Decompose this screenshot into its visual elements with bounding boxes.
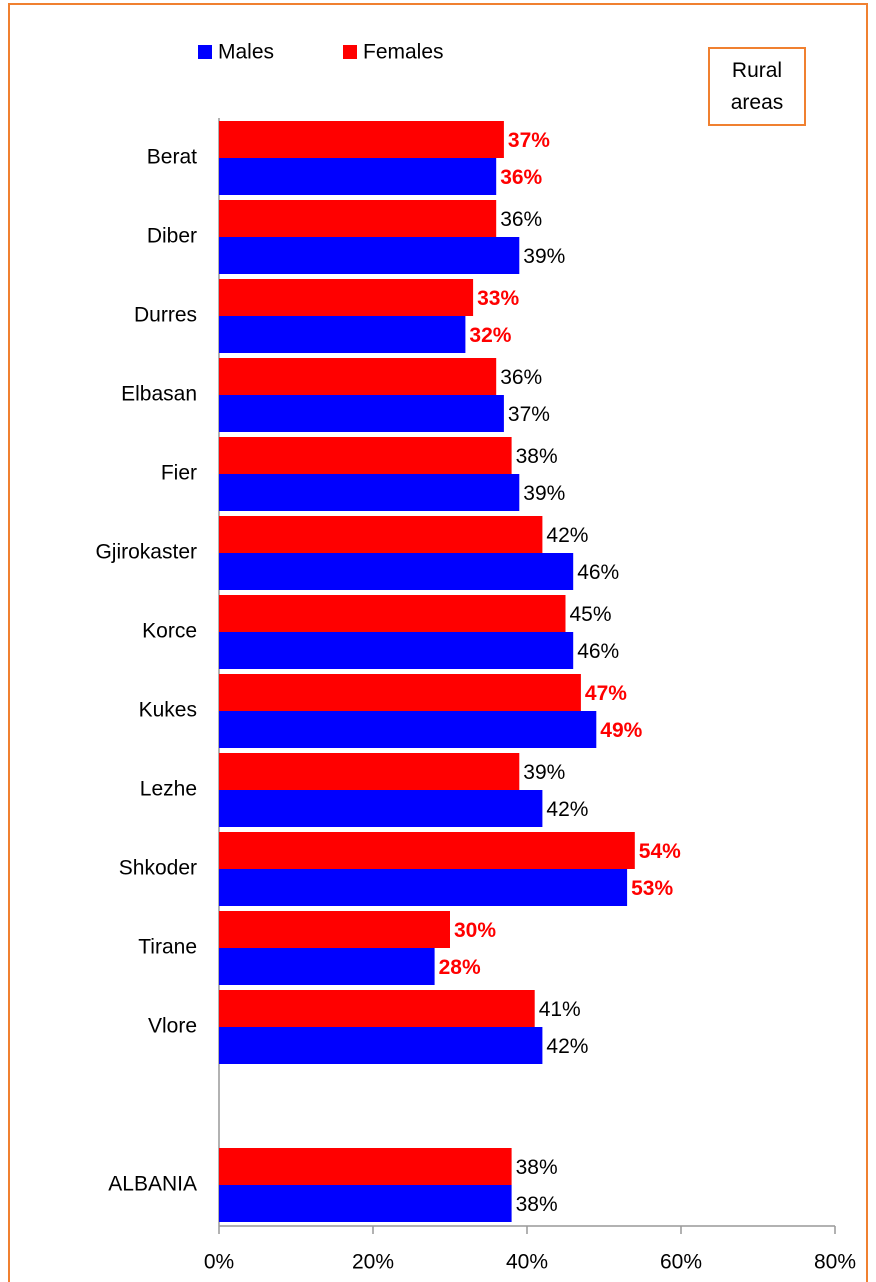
value-label: 36% xyxy=(500,166,542,189)
y-tick-label: ALBANIA xyxy=(108,1173,197,1196)
value-label: 38% xyxy=(516,445,558,468)
value-label: 42% xyxy=(546,1035,588,1058)
bar xyxy=(219,948,435,985)
y-tick-label: Lezhe xyxy=(140,778,197,801)
bar xyxy=(219,1027,543,1064)
value-label: 30% xyxy=(454,919,496,942)
value-label: 32% xyxy=(469,324,511,347)
bar xyxy=(219,790,543,827)
bar xyxy=(219,753,520,790)
bar xyxy=(219,316,466,353)
value-label: 33% xyxy=(477,287,519,310)
legend-label: Females xyxy=(363,41,444,64)
x-tick-label: 20% xyxy=(352,1251,394,1274)
legend-swatch xyxy=(343,45,357,59)
y-tick-label: Berat xyxy=(147,146,197,169)
bar xyxy=(219,279,474,316)
bar xyxy=(219,395,504,432)
legend-label: Males xyxy=(218,41,274,64)
x-tick-label: 60% xyxy=(660,1251,702,1274)
x-tick-label: 40% xyxy=(506,1251,548,1274)
y-tick-label: Elbasan xyxy=(121,383,197,406)
legend-swatch xyxy=(198,45,212,59)
bar xyxy=(219,1148,512,1185)
bar xyxy=(219,869,628,906)
value-label: 53% xyxy=(631,877,673,900)
bar xyxy=(219,437,512,474)
value-label: 46% xyxy=(577,561,619,584)
y-tick-label: Gjirokaster xyxy=(95,541,197,564)
value-label: 36% xyxy=(500,366,542,389)
bar xyxy=(219,674,581,711)
value-label: 28% xyxy=(439,956,481,979)
bar xyxy=(219,711,597,748)
value-label: 39% xyxy=(523,245,565,268)
value-label: 45% xyxy=(570,603,612,626)
bar xyxy=(219,237,520,274)
bar xyxy=(219,632,574,669)
y-tick-label: Vlore xyxy=(148,1015,197,1038)
value-label: 37% xyxy=(508,129,550,152)
bar xyxy=(219,358,497,395)
y-tick-label: Durres xyxy=(134,304,197,327)
value-label: 38% xyxy=(516,1193,558,1216)
value-label: 46% xyxy=(577,640,619,663)
value-label: 42% xyxy=(546,524,588,547)
value-label: 39% xyxy=(523,761,565,784)
y-tick-label: Shkoder xyxy=(119,857,197,880)
value-label: 54% xyxy=(639,840,681,863)
value-label: 37% xyxy=(508,403,550,426)
bar xyxy=(219,595,566,632)
bar xyxy=(219,990,535,1027)
bar xyxy=(219,553,574,590)
value-label: 38% xyxy=(516,1156,558,1179)
bar xyxy=(219,158,497,195)
bar xyxy=(219,474,520,511)
bar xyxy=(219,1185,512,1222)
annotation: Rural areas xyxy=(708,47,806,126)
bar xyxy=(219,200,497,237)
bar xyxy=(219,832,635,869)
bar xyxy=(219,121,504,158)
value-label: 42% xyxy=(546,798,588,821)
x-tick-label: 80% xyxy=(814,1251,856,1274)
value-label: 49% xyxy=(600,719,642,742)
bar xyxy=(219,911,450,948)
bar xyxy=(219,516,543,553)
y-tick-label: Diber xyxy=(147,225,197,248)
y-tick-label: Fier xyxy=(161,462,197,485)
value-label: 41% xyxy=(539,998,581,1021)
y-tick-label: Korce xyxy=(142,620,197,643)
value-label: 39% xyxy=(523,482,565,505)
y-tick-label: Tirane xyxy=(138,936,197,959)
x-tick-label: 0% xyxy=(204,1251,234,1274)
y-tick-label: Kukes xyxy=(139,699,197,722)
value-label: 36% xyxy=(500,208,542,231)
value-label: 47% xyxy=(585,682,627,705)
